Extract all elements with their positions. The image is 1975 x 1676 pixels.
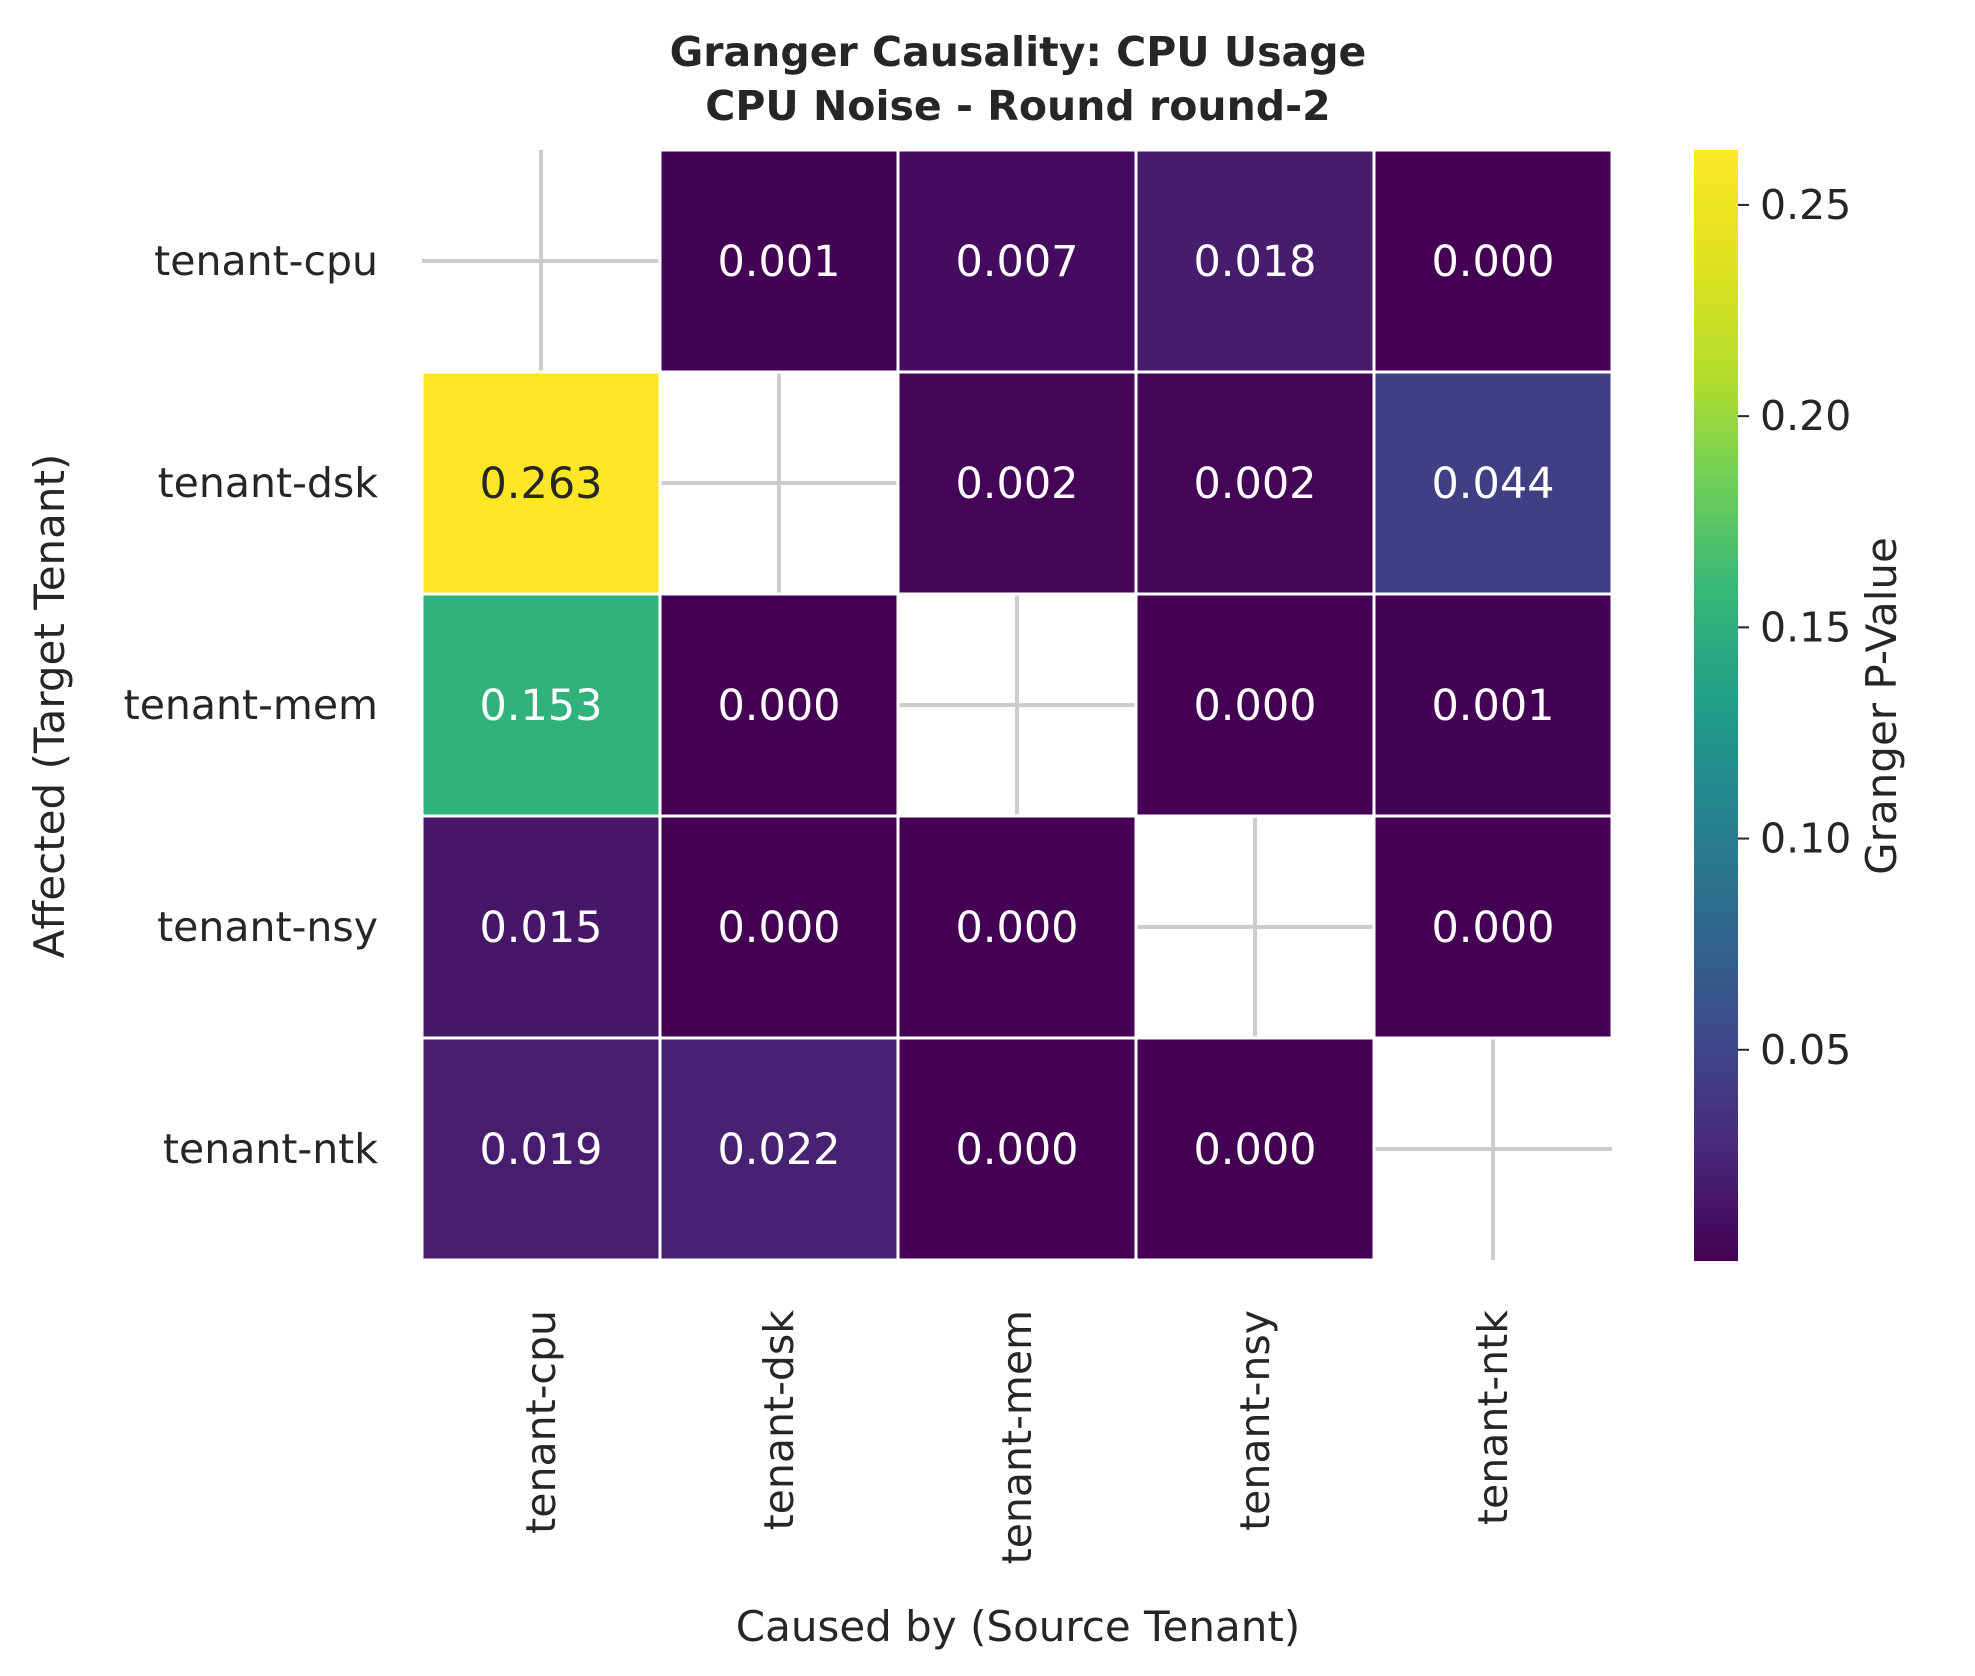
cell-value-label: 0.018 <box>1193 237 1316 287</box>
heatmap-cell <box>1372 592 1614 818</box>
heatmap-cell <box>420 814 662 1040</box>
cell-value-label: 0.044 <box>1431 459 1554 509</box>
y-tick-label: tenant-dsk <box>158 459 379 507</box>
x-tick-label: tenant-cpu <box>517 1310 565 1534</box>
y-tick-label: tenant-mem <box>124 681 378 729</box>
colorbar-tick-label: 0.25 <box>1760 181 1851 229</box>
cell-value-label: 0.015 <box>479 903 602 953</box>
x-axis-label: Caused by (Source Tenant) <box>736 1602 1300 1651</box>
heatmap-cell <box>896 1036 1138 1262</box>
heatmap-cell <box>896 148 1138 374</box>
colorbar-tick-label: 0.05 <box>1760 1026 1851 1074</box>
colorbar-tick-label: 0.20 <box>1760 392 1851 440</box>
cell-value-label: 0.002 <box>955 459 1078 509</box>
cell-value-label: 0.019 <box>479 1125 602 1175</box>
cell-value-label: 0.001 <box>1431 681 1554 731</box>
colorbar-label: Granger P-Value <box>1857 537 1906 875</box>
cell-value-label: 0.000 <box>717 903 840 953</box>
cell-value-label: 0.153 <box>479 681 602 731</box>
chart-subtitle: CPU Noise - Round round-2 <box>705 82 1330 130</box>
colorbar-ticks: 0.05 0.10 0.15 0.20 0.25 <box>1738 181 1851 1074</box>
y-tick-label: tenant-ntk <box>163 1125 378 1173</box>
x-tick-label: tenant-mem <box>993 1310 1041 1564</box>
heatmap-cell <box>1134 370 1376 596</box>
heatmap-cell <box>1372 370 1614 596</box>
heatmap-cell <box>420 1036 662 1262</box>
colorbar-tick-label: 0.10 <box>1760 815 1851 863</box>
heatmap-cell <box>1134 1036 1376 1262</box>
cell-value-label: 0.000 <box>1431 237 1554 287</box>
cell-value-label: 0.000 <box>1193 681 1316 731</box>
chart-title: Granger Causality: CPU Usage <box>670 28 1367 76</box>
heatmap-cell <box>896 814 1138 1040</box>
colorbar <box>1694 150 1738 1261</box>
cell-value-label: 0.001 <box>717 237 840 287</box>
cell-value-label: 0.000 <box>717 681 840 731</box>
heatmap-cell <box>658 814 900 1040</box>
x-tick-label: tenant-dsk <box>755 1310 803 1531</box>
heatmap-cell <box>896 370 1138 596</box>
heatmap-cell <box>1372 148 1614 374</box>
heatmap-cell <box>658 592 900 818</box>
cell-value-label: 0.000 <box>955 1125 1078 1175</box>
x-tick-label: tenant-nsy <box>1231 1310 1279 1531</box>
cell-value-label: 0.022 <box>717 1125 840 1175</box>
colorbar-tick-label: 0.15 <box>1760 603 1851 651</box>
cell-value-label: 0.002 <box>1193 459 1316 509</box>
heatmap-cells <box>420 148 1614 1262</box>
y-tick-label: tenant-nsy <box>157 903 378 951</box>
x-tick-labels: tenant-cpu tenant-dsk tenant-mem tenant-nsy… <box>517 1310 1517 1565</box>
x-tick-label: tenant-ntk <box>1469 1310 1517 1525</box>
cell-value-label: 0.000 <box>1431 903 1554 953</box>
heatmap-cell <box>420 592 662 818</box>
cell-value-label: 0.263 <box>479 459 602 509</box>
cell-value-label: 0.000 <box>955 903 1078 953</box>
heatmap-cell-labels: 0.001 0.007 0.018 0.000 0.263 0.002 0.002 0.044… <box>479 237 1554 1175</box>
y-axis-label: Affected (Target Tenant) <box>25 454 74 959</box>
cell-value-label: 0.007 <box>955 237 1078 287</box>
cell-value-label: 0.000 <box>1193 1125 1316 1175</box>
heatmap-cell <box>1372 814 1614 1040</box>
y-tick-labels: tenant-cpu tenant-dsk tenant-mem tenant-nsy… <box>124 237 379 1173</box>
heatmap-cell <box>658 1036 900 1262</box>
heatmap-cell <box>420 370 662 596</box>
y-tick-label: tenant-cpu <box>154 237 378 285</box>
heatmap-cell <box>1134 592 1376 818</box>
